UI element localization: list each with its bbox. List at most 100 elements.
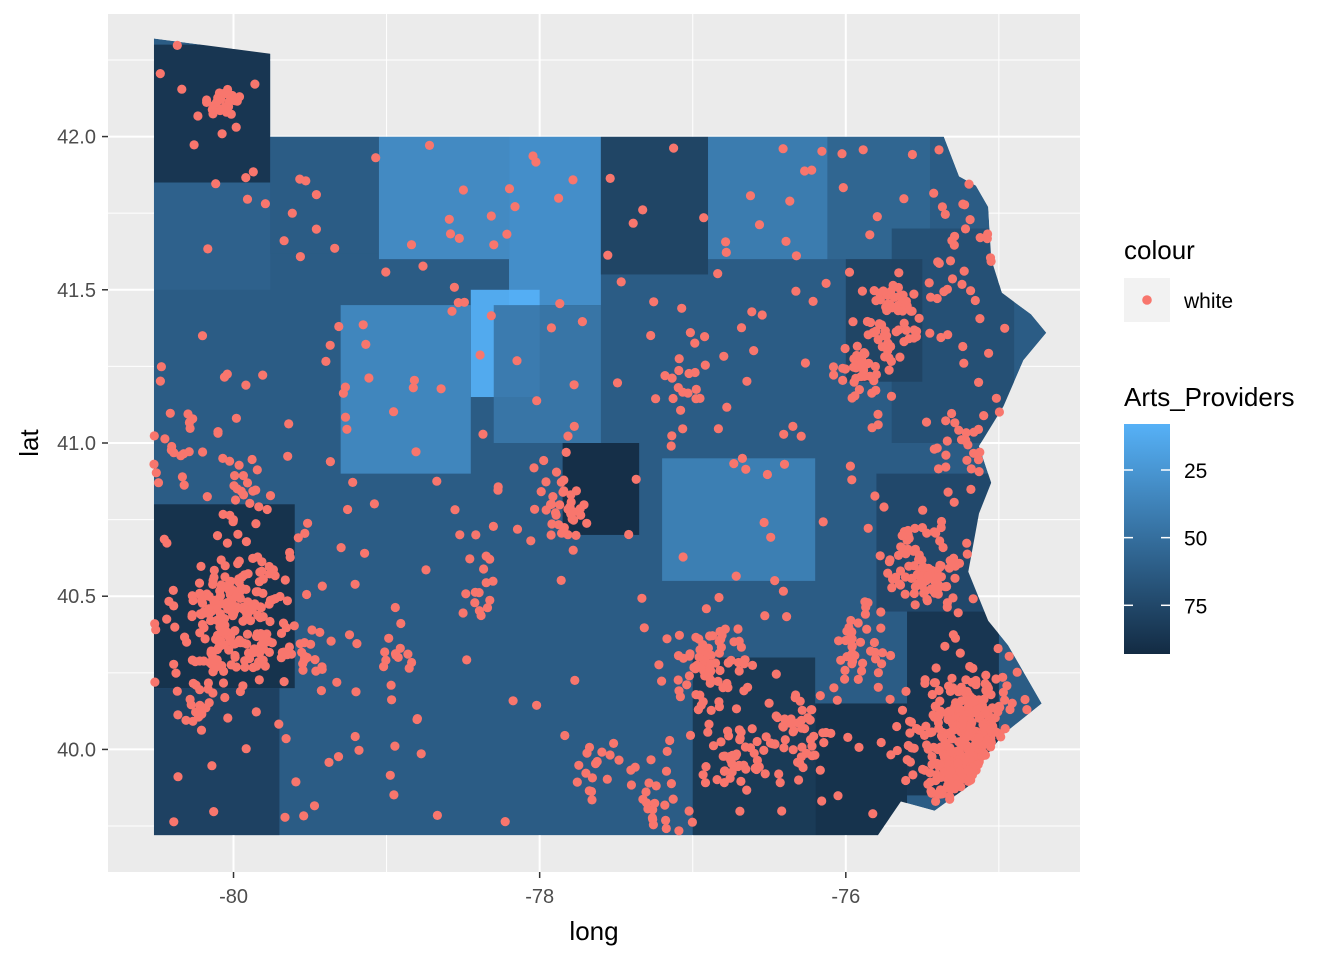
data-point bbox=[547, 519, 557, 529]
data-point bbox=[648, 814, 658, 825]
data-point bbox=[242, 478, 253, 488]
data-point bbox=[302, 589, 312, 600]
data-point bbox=[644, 778, 654, 788]
data-point bbox=[350, 731, 360, 742]
data-point bbox=[214, 641, 225, 652]
data-point bbox=[500, 817, 510, 827]
data-point bbox=[984, 348, 994, 358]
data-point bbox=[182, 637, 192, 647]
data-point bbox=[884, 557, 895, 567]
data-point bbox=[975, 233, 985, 243]
data-point bbox=[436, 384, 446, 394]
data-point bbox=[570, 675, 580, 686]
data-point bbox=[222, 89, 232, 99]
data-point bbox=[885, 694, 895, 704]
data-point bbox=[947, 408, 957, 419]
data-point bbox=[179, 480, 189, 490]
data-point bbox=[218, 509, 228, 519]
data-point bbox=[886, 750, 896, 760]
data-point bbox=[965, 722, 976, 733]
data-point bbox=[268, 565, 278, 575]
data-point bbox=[641, 798, 652, 808]
data-point bbox=[233, 529, 243, 539]
data-point bbox=[666, 441, 676, 451]
data-point bbox=[796, 431, 806, 441]
data-point bbox=[847, 475, 857, 485]
data-point bbox=[646, 330, 656, 341]
colour-legend: colour white bbox=[1124, 235, 1233, 322]
data-point bbox=[532, 700, 542, 710]
data-point bbox=[657, 676, 667, 686]
data-point bbox=[678, 424, 688, 434]
data-point bbox=[914, 313, 924, 323]
data-point bbox=[528, 151, 538, 161]
data-point bbox=[406, 240, 417, 250]
data-point bbox=[476, 610, 486, 621]
data-point bbox=[706, 705, 716, 716]
data-point bbox=[639, 623, 649, 633]
data-point bbox=[876, 737, 886, 748]
data-point bbox=[223, 713, 233, 723]
data-point bbox=[706, 650, 716, 660]
data-point bbox=[787, 719, 797, 729]
data-point bbox=[555, 299, 565, 309]
data-point bbox=[791, 251, 802, 261]
data-point bbox=[482, 603, 493, 613]
data-point bbox=[720, 766, 730, 776]
data-point bbox=[895, 352, 905, 362]
data-point bbox=[213, 427, 223, 437]
data-point bbox=[176, 451, 186, 461]
data-point bbox=[1000, 695, 1010, 705]
data-point bbox=[541, 477, 551, 487]
data-point bbox=[151, 468, 161, 478]
data-point bbox=[571, 530, 581, 541]
data-point bbox=[944, 563, 955, 573]
data-point bbox=[859, 365, 869, 375]
data-point bbox=[616, 277, 626, 287]
data-point bbox=[330, 243, 340, 253]
data-point bbox=[882, 331, 892, 341]
data-point bbox=[198, 447, 208, 457]
data-point bbox=[674, 686, 684, 696]
data-point bbox=[994, 701, 1004, 712]
data-point bbox=[230, 626, 240, 636]
data-point bbox=[409, 375, 419, 385]
data-point bbox=[936, 516, 947, 527]
data-point bbox=[865, 230, 875, 240]
data-point bbox=[899, 318, 909, 328]
data-point bbox=[993, 643, 1003, 654]
data-point bbox=[962, 549, 972, 559]
county-region bbox=[340, 305, 471, 474]
data-point bbox=[231, 592, 241, 602]
data-point bbox=[241, 744, 251, 754]
data-point bbox=[947, 673, 957, 683]
data-point bbox=[934, 145, 944, 155]
data-point bbox=[242, 194, 253, 204]
data-point bbox=[462, 655, 472, 665]
data-point bbox=[281, 734, 291, 744]
data-point bbox=[906, 717, 917, 727]
data-point bbox=[958, 199, 968, 209]
data-point bbox=[188, 678, 198, 689]
data-point bbox=[211, 97, 222, 108]
data-point bbox=[958, 341, 968, 352]
data-point bbox=[306, 639, 316, 649]
x-axis-tick-label: -80 bbox=[219, 886, 248, 908]
data-point bbox=[581, 768, 591, 778]
data-point bbox=[860, 597, 870, 607]
y-axis-title: lat bbox=[14, 428, 44, 456]
data-point bbox=[973, 424, 984, 434]
data-point bbox=[964, 179, 974, 189]
data-point bbox=[961, 435, 971, 445]
data-point bbox=[917, 523, 928, 533]
data-point bbox=[165, 408, 175, 418]
data-point bbox=[665, 735, 675, 746]
data-point bbox=[817, 146, 827, 156]
data-point bbox=[684, 671, 695, 681]
data-point bbox=[685, 730, 696, 741]
data-point bbox=[904, 334, 914, 344]
data-point bbox=[733, 624, 743, 634]
data-point bbox=[574, 760, 584, 770]
data-point bbox=[946, 766, 956, 776]
data-point bbox=[848, 317, 858, 327]
